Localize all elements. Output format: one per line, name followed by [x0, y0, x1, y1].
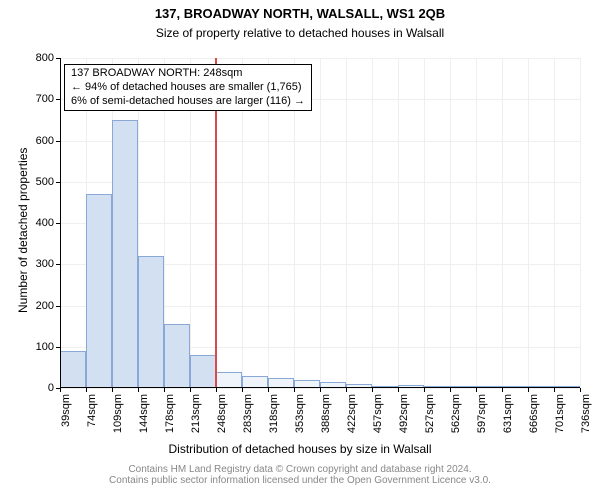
y-tick-label: 500 — [36, 176, 54, 188]
y-tick-mark — [56, 58, 60, 59]
x-tick-mark — [138, 388, 139, 392]
x-tick-label: 527sqm — [424, 394, 436, 444]
y-tick-mark — [56, 347, 60, 348]
y-tick-label: 800 — [36, 52, 54, 64]
x-tick-label: 597sqm — [476, 394, 488, 444]
x-tick-mark — [424, 388, 425, 392]
y-tick-label: 300 — [36, 258, 54, 270]
x-tick-label: 178sqm — [164, 394, 176, 444]
histogram-bar — [138, 256, 164, 388]
x-tick-mark — [190, 388, 191, 392]
x-tick-label: 388sqm — [320, 394, 332, 444]
x-tick-mark — [242, 388, 243, 392]
x-tick-label: 248sqm — [216, 394, 228, 444]
histogram-bar — [86, 194, 112, 388]
y-tick-mark — [56, 182, 60, 183]
x-tick-label: 283sqm — [242, 394, 254, 444]
x-tick-mark — [320, 388, 321, 392]
x-tick-mark — [528, 388, 529, 392]
y-tick-mark — [56, 223, 60, 224]
page-subtitle: Size of property relative to detached ho… — [0, 26, 600, 40]
y-tick-label: 400 — [36, 217, 54, 229]
y-tick-mark — [56, 264, 60, 265]
x-tick-mark — [216, 388, 217, 392]
x-tick-mark — [294, 388, 295, 392]
x-tick-label: 422sqm — [346, 394, 358, 444]
y-tick-mark — [56, 99, 60, 100]
x-tick-label: 736sqm — [580, 394, 592, 444]
x-tick-label: 213sqm — [190, 394, 202, 444]
x-tick-mark — [346, 388, 347, 392]
x-tick-label: 353sqm — [294, 394, 306, 444]
grid-horizontal — [60, 182, 580, 183]
x-tick-label: 318sqm — [268, 394, 280, 444]
x-tick-mark — [86, 388, 87, 392]
x-tick-mark — [60, 388, 61, 392]
grid-horizontal — [60, 223, 580, 224]
x-tick-mark — [476, 388, 477, 392]
y-axis-label: Number of detached properties — [16, 148, 30, 313]
x-tick-mark — [268, 388, 269, 392]
x-tick-label: 457sqm — [372, 394, 384, 444]
footer-attribution: Contains HM Land Registry data © Crown c… — [0, 464, 600, 486]
annotation-line: ← 94% of detached houses are smaller (1,… — [71, 81, 305, 95]
y-tick-label: 200 — [36, 300, 54, 312]
x-tick-mark — [164, 388, 165, 392]
annotation-line: 6% of semi-detached houses are larger (1… — [71, 95, 305, 109]
grid-vertical — [580, 58, 581, 388]
x-tick-mark — [502, 388, 503, 392]
x-tick-mark — [580, 388, 581, 392]
x-tick-mark — [450, 388, 451, 392]
y-tick-mark — [56, 141, 60, 142]
x-tick-label: 562sqm — [450, 394, 462, 444]
x-tick-label: 701sqm — [554, 394, 566, 444]
x-tick-label: 39sqm — [60, 394, 72, 444]
grid-horizontal — [60, 141, 580, 142]
footer-line: Contains HM Land Registry data © Crown c… — [0, 464, 600, 475]
y-tick-label: 100 — [36, 341, 54, 353]
histogram-bar — [60, 351, 86, 388]
y-tick-mark — [56, 306, 60, 307]
grid-horizontal — [60, 58, 580, 59]
histogram-bar — [216, 372, 242, 389]
x-axis-label: Distribution of detached houses by size … — [0, 442, 600, 456]
footer-line: Contains public sector information licen… — [0, 475, 600, 486]
annotation-line: 137 BROADWAY NORTH: 248sqm — [71, 67, 305, 81]
y-axis-line — [60, 58, 61, 388]
y-tick-label: 700 — [36, 93, 54, 105]
histogram-bar — [164, 324, 190, 388]
x-tick-mark — [398, 388, 399, 392]
x-tick-mark — [372, 388, 373, 392]
x-tick-label: 109sqm — [112, 394, 124, 444]
annotation-box: 137 BROADWAY NORTH: 248sqm← 94% of detac… — [64, 64, 312, 111]
x-tick-label: 492sqm — [398, 394, 410, 444]
x-tick-mark — [554, 388, 555, 392]
y-tick-label: 0 — [48, 382, 54, 394]
x-tick-mark — [112, 388, 113, 392]
histogram-bar — [112, 120, 138, 388]
y-tick-label: 600 — [36, 135, 54, 147]
x-tick-label: 74sqm — [86, 394, 98, 444]
x-tick-label: 631sqm — [502, 394, 514, 444]
page-title: 137, BROADWAY NORTH, WALSALL, WS1 2QB — [0, 6, 600, 21]
x-tick-label: 666sqm — [528, 394, 540, 444]
histogram-bar — [190, 355, 216, 388]
x-tick-label: 144sqm — [138, 394, 150, 444]
